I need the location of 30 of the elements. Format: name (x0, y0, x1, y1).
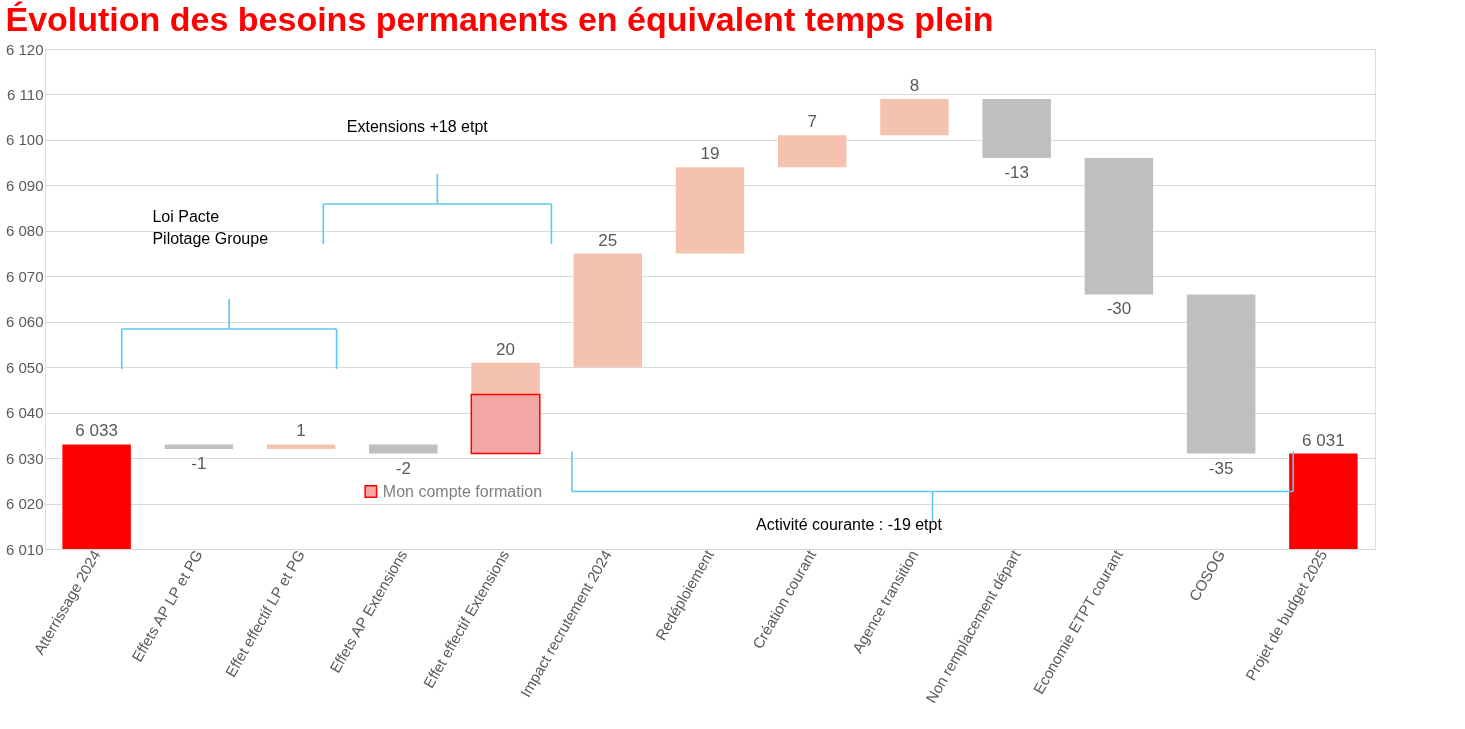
data-label: 25 (598, 230, 618, 250)
y-tick-label: 6 050 (5, 358, 44, 376)
data-label: 6 033 (75, 421, 118, 441)
y-tick-label: 6 020 (5, 495, 44, 513)
y-tick-label: 6 010 (5, 540, 44, 558)
y-tick-label: 6 120 (5, 40, 44, 58)
chart-title: Évolution des besoins permanents en équivalent temps plein (5, 0, 994, 38)
data-label: -35 (1208, 458, 1234, 478)
data-label: 7 (807, 112, 817, 132)
data-label: -30 (1106, 299, 1132, 319)
data-label: 8 (909, 76, 920, 95)
y-tick-label: 6 060 (5, 313, 44, 331)
y-tick-label: 6 070 (5, 267, 44, 285)
data-label: -1 (191, 454, 207, 473)
y-tick-label: 6 080 (5, 222, 44, 240)
y-tick-label: 6 030 (5, 449, 44, 467)
y-tick-label: 6 110 (7, 85, 44, 103)
data-label: 1 (296, 421, 306, 441)
legend-label: Mon compte formation (382, 482, 543, 500)
data-label: -2 (395, 458, 411, 478)
y-tick-label: 6 090 (5, 176, 44, 194)
annotation: Activité courante : -19 etpt (756, 515, 943, 533)
y-tick-label: 6 040 (5, 404, 44, 422)
data-label: 19 (700, 144, 720, 164)
data-label: -13 (1004, 163, 1029, 183)
annotation: Extensions +18 etpt (346, 118, 489, 135)
y-tick-label: 6 100 (5, 131, 44, 149)
data-label: 6 031 (1302, 430, 1345, 450)
annotation: Loi Pacte Pilotage Groupe (152, 208, 269, 247)
data-label: 20 (496, 339, 515, 359)
